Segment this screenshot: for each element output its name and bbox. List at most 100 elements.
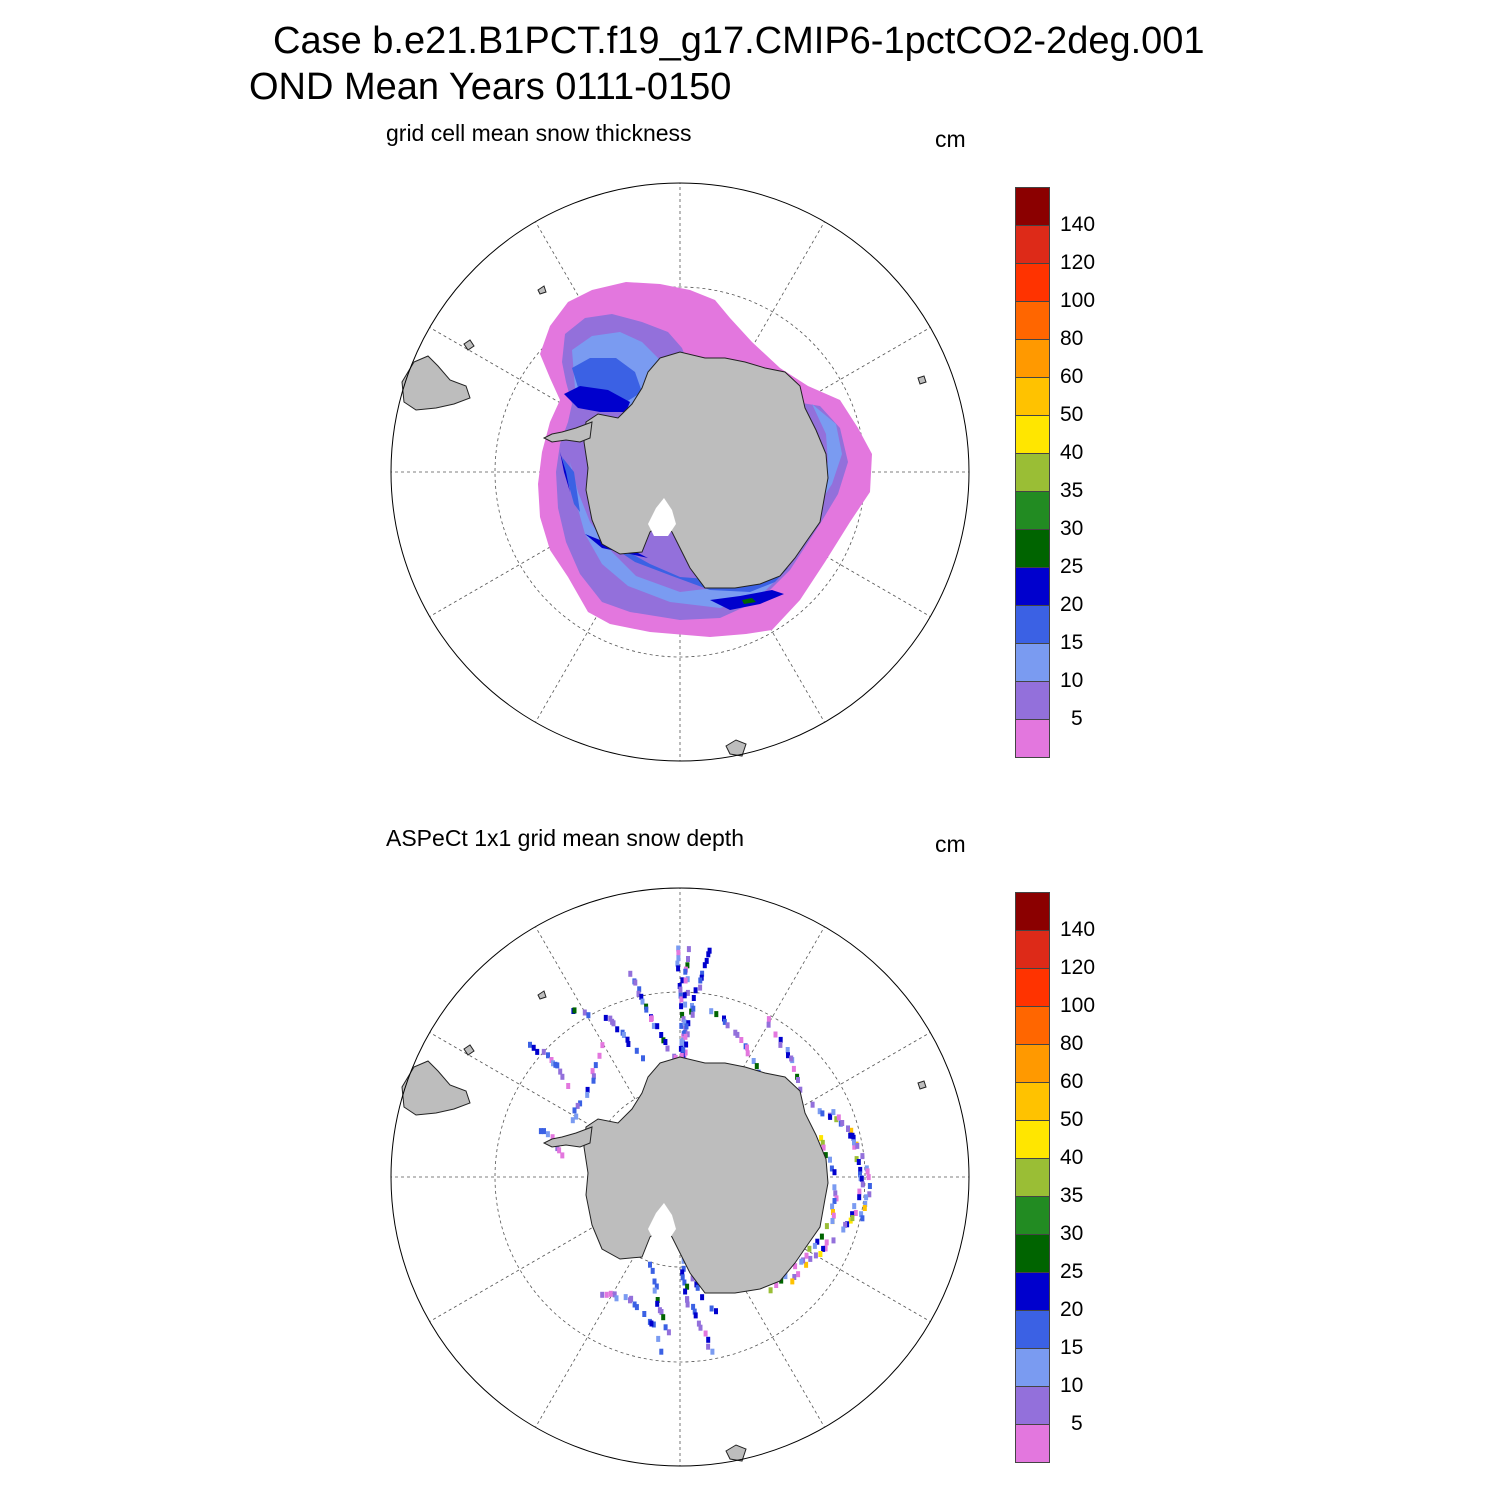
colorbar-label: 20 [1060,1298,1084,1321]
observation-cell [560,1073,565,1080]
colorbar-swatch [1015,301,1050,340]
panel-2-polar-map [390,887,970,1467]
observation-cell [655,1297,660,1303]
field-band-10-15 [570,462,780,608]
observation-cell [804,1252,809,1259]
observation-cell [648,1261,652,1268]
observation-cell [751,1058,756,1064]
observation-cell [676,955,681,962]
observation-cell [689,1008,694,1015]
observation-cell [655,1023,660,1030]
colorbar-swatch [1015,643,1050,682]
observation-cell [679,1053,684,1059]
observation-cell [810,1101,815,1108]
colorbar-swatch [1015,529,1050,568]
observation-cell [789,1055,794,1062]
observation-cell [677,983,682,989]
colorbar-swatch [1015,1272,1050,1311]
observation-cell [778,1041,783,1048]
map-border [390,887,970,1467]
observation-cell [700,970,705,977]
observation-cell [663,1324,668,1331]
observation-cell [860,1153,865,1160]
observation-cell [851,1134,856,1141]
colorbar-swatch [1015,1424,1050,1463]
falkland-islands [463,1044,475,1056]
observation-cell [833,1190,838,1197]
colorbar-label: 50 [1060,1108,1084,1131]
observation-cell [615,1026,620,1033]
observation-cell [745,1050,750,1057]
observation-cell [611,1020,616,1027]
observation-cell [634,1304,639,1311]
ross-ice-shelf-gap [648,498,676,536]
colorbar-swatch [1015,339,1050,378]
observation-cell [733,1029,738,1036]
colorbar-swatch [1015,1234,1050,1273]
new-zealand-tip [725,1444,747,1462]
observation-cell [812,1242,817,1249]
observation-cell [859,1211,864,1218]
observation-cell [853,1210,858,1216]
colorbar-swatch [1015,1120,1050,1159]
colorbar-swatch [1015,1310,1050,1349]
observation-cell [807,1245,812,1252]
observation-cell [698,984,703,991]
colorbar-label: 100 [1060,289,1096,312]
observation-cell [531,1044,536,1051]
south-america [401,355,471,411]
observation-cell [866,1174,871,1181]
observation-cell [852,1139,856,1146]
observation-cell [703,1330,708,1337]
observation-cell [538,1128,543,1135]
observation-cell [852,1143,857,1150]
observation-cell [850,1211,855,1218]
colorbar-swatch [1015,1044,1050,1083]
observation-cell [786,1052,790,1059]
south-georgia [537,990,547,1000]
observation-cell [841,1226,846,1233]
observation-cell [558,1068,563,1075]
observation-cell [659,1032,664,1038]
observation-cell [680,1274,685,1281]
observation-cell [621,1032,626,1038]
observation-cell [700,1294,705,1301]
observation-cell [692,1308,697,1315]
observation-cell [722,1015,726,1022]
observation-cell [867,1191,872,1198]
observation-cell [849,1127,854,1134]
panel-1-polar-map [390,182,970,762]
colorbar-label: 40 [1060,441,1084,464]
observation-cell [585,1091,590,1098]
observation-cell [634,1047,639,1054]
observation-cell [846,1125,850,1132]
observation-cell [823,1152,828,1159]
observation-cell [553,1061,558,1068]
observation-cell [714,1011,719,1018]
observation-cell [680,1042,685,1049]
observation-cell [633,979,638,986]
observation-cell [754,1063,759,1070]
observation-cell [639,993,644,1000]
observation-cell [678,1045,683,1052]
observation-cell [704,957,709,964]
field-band-15-20 [562,457,580,512]
observation-cell [863,1201,868,1207]
colorbar-swatch [1015,1006,1050,1045]
observation-cell [857,1188,862,1195]
observation-cell [629,1295,634,1302]
observation-cell [710,1348,715,1355]
observation-cell [799,1258,804,1265]
observation-cell [679,1003,684,1010]
observation-cell [808,1255,813,1262]
observation-cell [626,1041,631,1047]
observation-cell [840,1120,845,1126]
antarctic-peninsula [542,421,593,443]
observation-cell [649,1320,654,1327]
observation-cell [680,1269,685,1276]
colorbar-label: 80 [1060,1032,1084,1055]
observation-cell [649,1016,653,1022]
observation-cell [831,1209,835,1215]
observation-cell [857,1194,862,1201]
colorbar-swatch [1015,453,1050,492]
